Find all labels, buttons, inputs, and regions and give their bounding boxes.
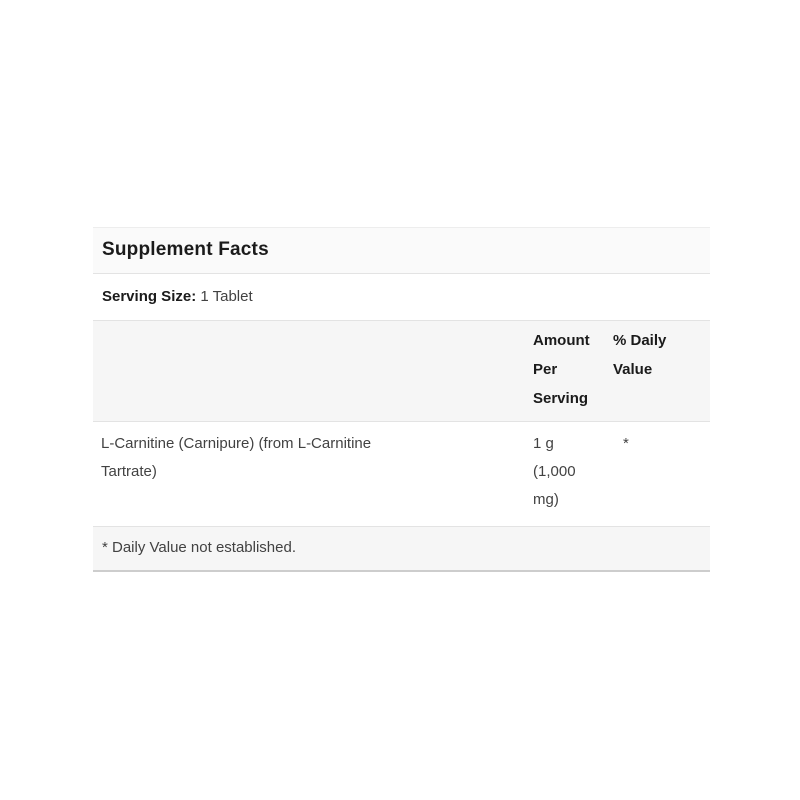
column-header-daily-value: % Daily Value	[613, 332, 667, 378]
ingredient-daily-value: *	[623, 435, 629, 452]
ingredient-table-row: L-Carnitine (Carnipure) (from L-Carnitin…	[93, 422, 710, 527]
ingredient-amount: 1 g (1,000 mg)	[533, 435, 576, 508]
column-header-ingredient	[93, 326, 525, 413]
serving-size-label: Serving Size:	[102, 288, 197, 305]
footnote-text: * Daily Value not established.	[102, 539, 297, 556]
facts-table-header-row: Amount Per Serving % Daily Value	[93, 321, 710, 422]
supplement-facts-card: Supplement Facts Serving Size: 1 Tablet …	[93, 227, 710, 572]
supplement-facts-title: Supplement Facts	[102, 239, 269, 260]
serving-size-row: Serving Size: 1 Tablet	[93, 274, 710, 321]
column-header-amount-per-serving: Amount Per Serving	[533, 332, 590, 407]
ingredient-name: L-Carnitine (Carnipure) (from L-Carnitin…	[101, 435, 372, 480]
footnote-row: * Daily Value not established.	[93, 527, 710, 570]
serving-size-value: 1 Tablet	[200, 288, 253, 305]
supplement-facts-title-row: Supplement Facts	[93, 228, 710, 274]
